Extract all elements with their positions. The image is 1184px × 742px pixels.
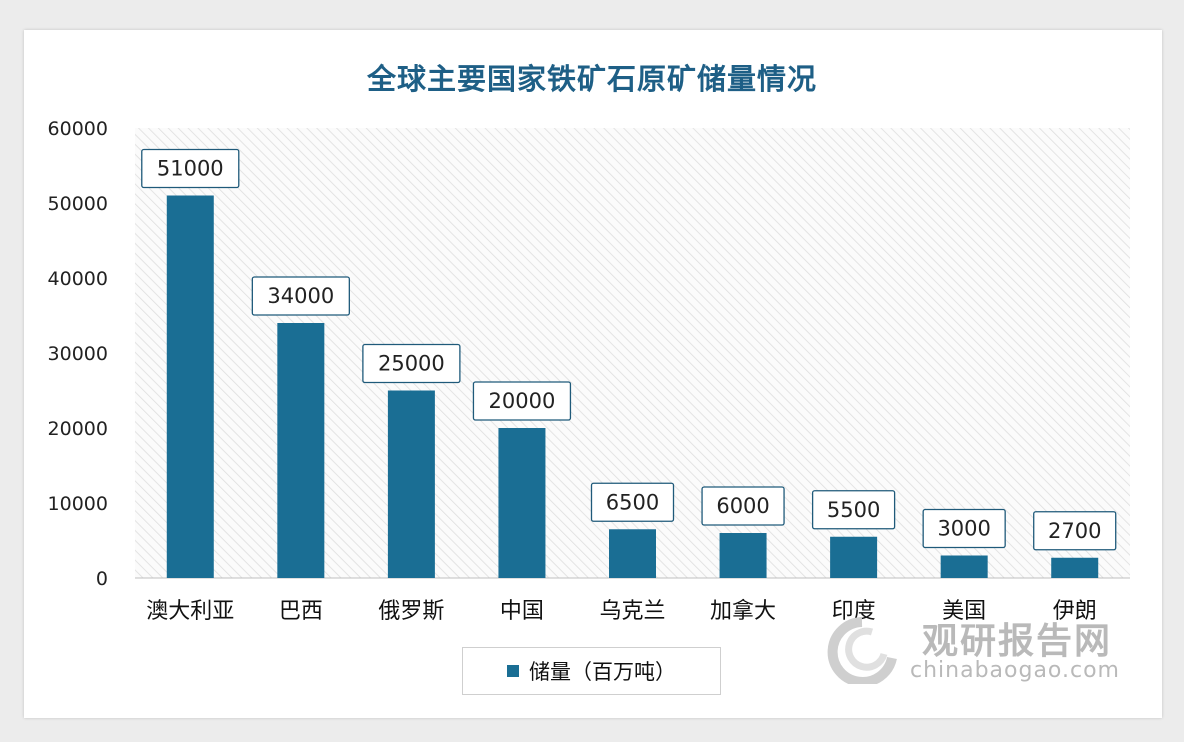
data-label-1: 34000 xyxy=(267,284,334,308)
y-tick-label-5: 50000 xyxy=(48,193,108,215)
legend-swatch xyxy=(507,665,519,677)
data-labels: 51000 34000 25000 20000 6500 6000 5500 3000 2700 xyxy=(141,148,1117,551)
y-tick-label-2: 20000 xyxy=(48,418,108,440)
bar-4 xyxy=(609,529,656,578)
data-label-3: 20000 xyxy=(489,389,556,413)
y-tick-label-1: 10000 xyxy=(48,493,108,515)
y-tick-label-4: 40000 xyxy=(48,268,108,290)
bar-1 xyxy=(277,323,325,578)
data-label-box-0 xyxy=(141,148,240,189)
bars xyxy=(166,195,1099,578)
data-label-box-3 xyxy=(472,381,572,421)
data-label-5: 6000 xyxy=(716,494,769,518)
data-label-4: 6500 xyxy=(606,490,659,514)
data-label-2: 25000 xyxy=(378,352,445,376)
y-tick-label-3: 30000 xyxy=(48,343,108,365)
x-tick-label-0: 澳大利亚 xyxy=(146,599,234,624)
data-label-8: 2700 xyxy=(1048,519,1101,543)
data-label-box-4 xyxy=(590,482,675,522)
watermark: 观研报告网 chinabaogao.com xyxy=(822,608,1142,688)
watermark-en: chinabaogao.com xyxy=(910,658,1120,683)
y-axis: 0 10000 20000 30000 40000 50000 60000 xyxy=(48,118,108,590)
legend: 储量（百万吨） xyxy=(462,647,721,695)
bar-8 xyxy=(1051,557,1099,578)
data-label-6: 5500 xyxy=(827,498,880,522)
data-label-box-8 xyxy=(1033,511,1117,551)
watermark-cn: 观研报告网 xyxy=(922,621,1113,662)
x-tick-label-7: 美国 xyxy=(942,599,986,624)
bar-2 xyxy=(387,390,435,578)
bar-7 xyxy=(940,555,988,578)
bar-5 xyxy=(719,533,767,578)
x-tick-label-4: 乌克兰 xyxy=(599,599,665,624)
x-tick-label-2: 俄罗斯 xyxy=(378,599,444,624)
x-tick-label-3: 中国 xyxy=(500,599,544,624)
data-label-0: 51000 xyxy=(157,157,224,181)
y-tick-label-0: 0 xyxy=(96,568,108,590)
chart-title: 全球主要国家铁矿石原矿储量情况 xyxy=(366,62,817,96)
y-tick-label-6: 60000 xyxy=(48,118,108,140)
data-label-box-5 xyxy=(701,486,785,526)
x-tick-label-1: 巴西 xyxy=(279,599,323,624)
legend-label: 储量（百万吨） xyxy=(529,660,676,684)
data-label-box-2 xyxy=(362,343,461,384)
x-tick-label-5: 加拿大 xyxy=(710,598,776,624)
data-label-box-1 xyxy=(251,276,350,316)
bar-6 xyxy=(830,536,878,578)
data-label-7: 3000 xyxy=(937,517,990,541)
x-axis: 澳大利亚 巴西 俄罗斯 中国 乌克兰 加拿大 印度 美国 伊朗 xyxy=(146,598,1096,624)
bar-3 xyxy=(498,428,546,578)
x-tick-label-8: 伊朗 xyxy=(1053,599,1097,624)
data-label-box-6 xyxy=(811,490,896,530)
data-label-box-7 xyxy=(922,508,1006,549)
watermark-logo-icon xyxy=(827,617,897,684)
bar-0 xyxy=(166,195,214,578)
